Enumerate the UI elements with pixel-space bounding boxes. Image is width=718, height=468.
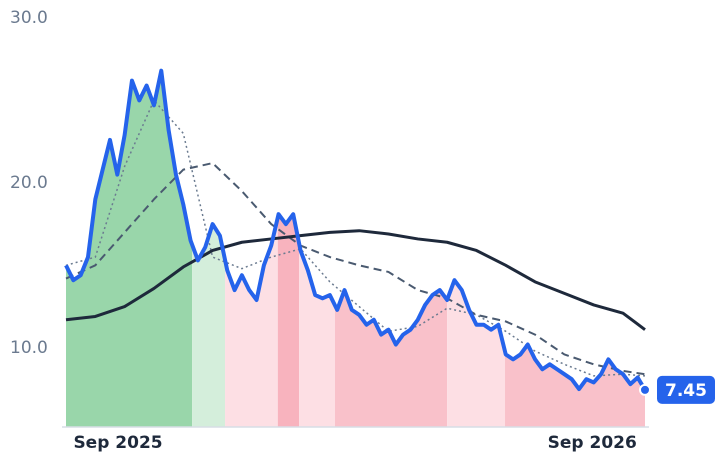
y-tick-label: 30.0 <box>10 8 48 28</box>
region-area <box>192 70 226 427</box>
series-line <box>64 68 647 392</box>
series-line <box>65 229 646 331</box>
series-line <box>65 99 646 377</box>
region-area <box>299 70 335 427</box>
region-area <box>334 70 448 427</box>
last-value-box <box>657 375 715 404</box>
last-value-label: 7.45 <box>665 381 707 401</box>
series-line <box>65 162 646 376</box>
y-tick-label: 20.0 <box>10 173 48 193</box>
y-tick-label: 10.0 <box>10 338 48 358</box>
x-tick-label: Sep 2026 <box>548 433 637 453</box>
region-area <box>447 70 506 427</box>
region-area <box>66 70 193 427</box>
x-tick-label: Sep 2025 <box>73 433 162 453</box>
region-area <box>505 70 645 427</box>
region-area <box>225 70 278 427</box>
last-point <box>639 383 651 396</box>
